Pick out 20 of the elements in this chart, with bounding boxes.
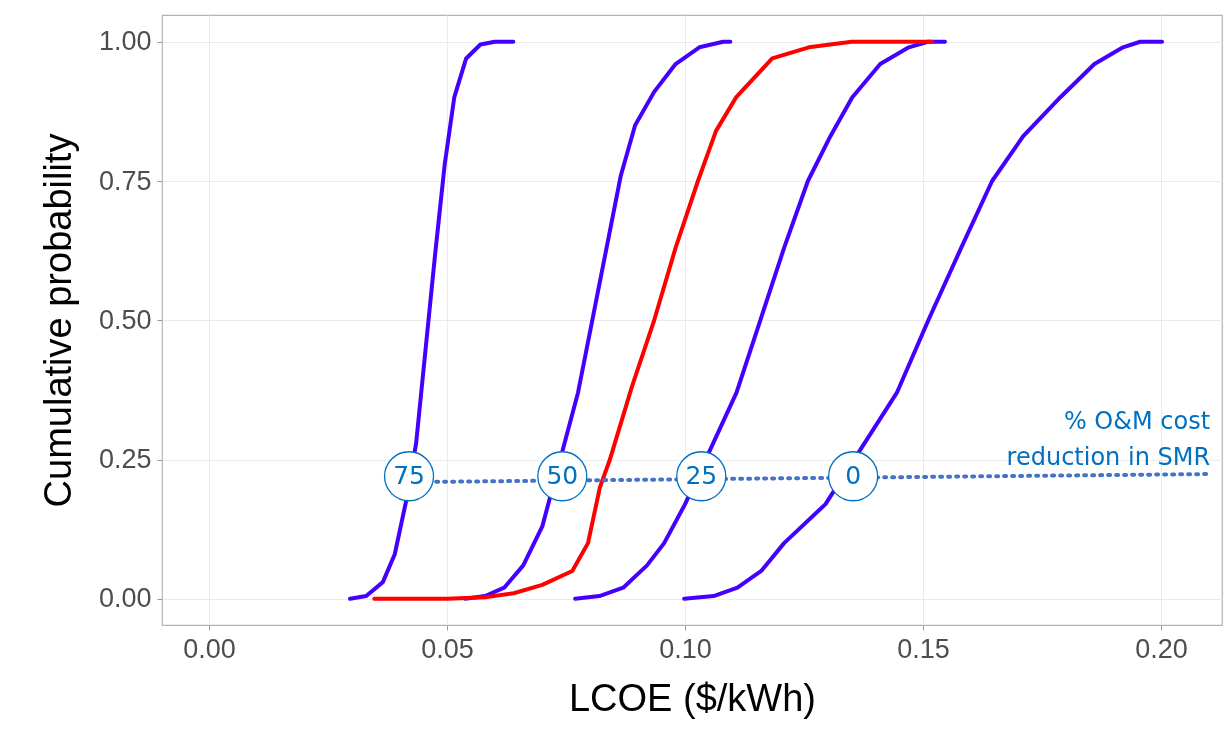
- annotation: 0: [845, 461, 862, 491]
- y-tick-label: 0.00: [98, 583, 152, 614]
- line-series: [463, 39, 733, 601]
- x-tick-label: 0.15: [897, 633, 950, 664]
- annotation: 50: [546, 461, 579, 491]
- x-tick-label: 0.20: [1135, 633, 1188, 664]
- x-tick-label: 0.00: [183, 633, 236, 664]
- x-axis-title: LCOE ($/kWh): [568, 676, 817, 719]
- y-tick-label: 1.00: [98, 26, 152, 57]
- y-tick-label: 0.25: [98, 444, 152, 475]
- line-series: [372, 39, 935, 601]
- annotation: % O&M cost reduction in SMR: [1006, 407, 1211, 472]
- line-series: [348, 39, 516, 601]
- x-tick-label: 0.10: [659, 633, 712, 664]
- y-axis-title: Cumulative probability: [36, 133, 79, 508]
- y-tick-label: 0.50: [98, 304, 152, 335]
- x-tick-label: 0.05: [421, 633, 474, 664]
- annotation: 75: [393, 461, 425, 491]
- annotation: 25: [685, 461, 718, 491]
- y-tick-label: 0.75: [98, 165, 152, 196]
